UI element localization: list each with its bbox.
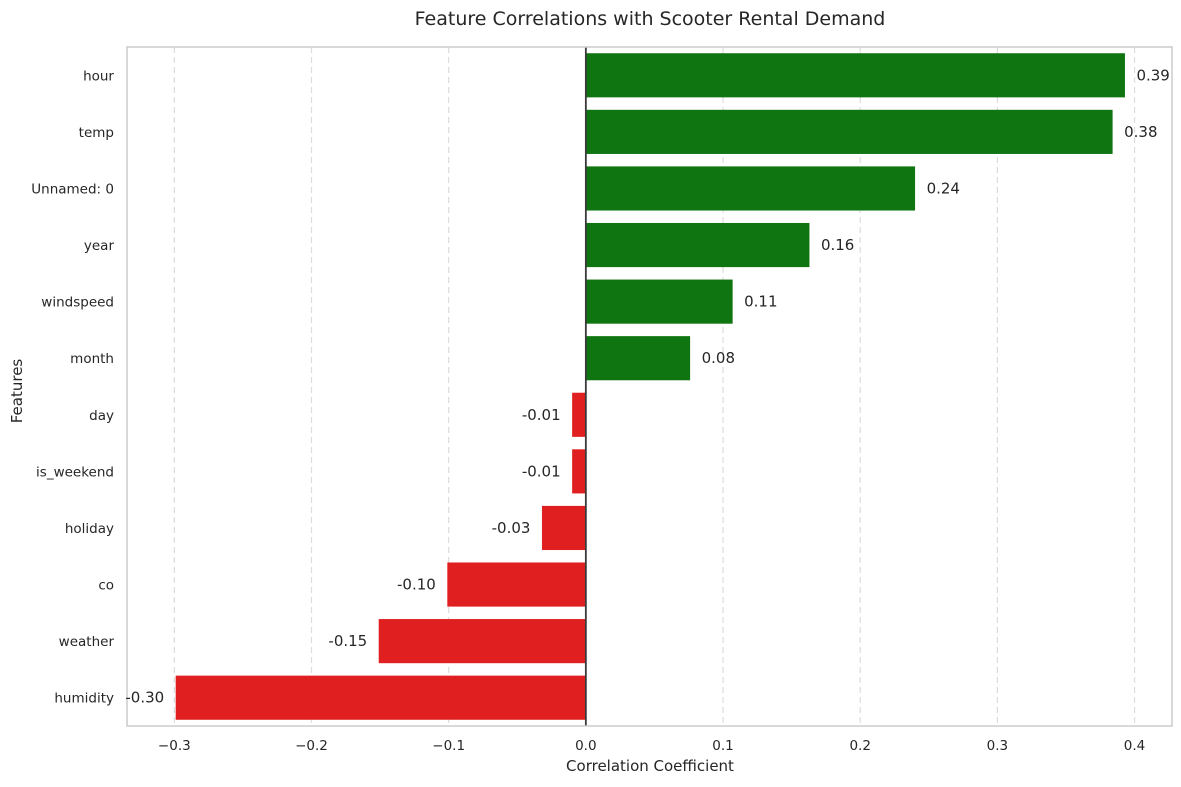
y-tick-label: windspeed [41, 295, 114, 311]
y-tick-label: holiday [65, 521, 114, 537]
x-tick-label: 0.0 [575, 738, 596, 754]
bar [378, 619, 586, 664]
x-tick-label: −0.3 [158, 738, 191, 754]
bar [572, 392, 586, 437]
bar [585, 279, 733, 324]
y-axis-ticks: hour temp Unnamed: 0 year windspeed month day i… [31, 68, 114, 706]
data-label: 0.38 [1124, 123, 1157, 141]
data-label: 0.11 [744, 293, 777, 311]
data-label: -0.03 [492, 519, 531, 537]
bar [447, 562, 586, 607]
y-tick-label: month [70, 351, 114, 367]
data-label: 0.08 [702, 349, 735, 367]
data-labels: 0.39 0.38 0.24 0.16 0.11 0.08 -0.01 -0.01 -0.03 -… [125, 66, 1169, 706]
bar [585, 53, 1125, 98]
bar [541, 505, 586, 551]
y-tick-label: is_weekend [36, 464, 114, 480]
data-label: 0.39 [1136, 66, 1169, 84]
chart-title: Feature Correlations with Scooter Rental… [415, 8, 886, 30]
x-axis-label: Correlation Coefficient [566, 757, 734, 775]
y-tick-label: day [89, 408, 114, 424]
y-tick-label: Unnamed: 0 [31, 181, 114, 197]
y-axis-label: Features [8, 359, 26, 424]
x-tick-label: 0.2 [849, 738, 870, 754]
bar [572, 449, 586, 494]
data-label: -0.15 [328, 632, 367, 650]
bar [585, 166, 916, 211]
bar [175, 675, 586, 720]
data-label: -0.30 [125, 689, 164, 707]
x-tick-label: −0.2 [295, 738, 328, 754]
y-tick-label: hour [83, 68, 114, 84]
x-tick-label: 0.4 [1124, 738, 1145, 754]
x-tick-label: −0.1 [432, 738, 465, 754]
y-tick-label: year [84, 238, 115, 254]
data-label: 0.24 [927, 179, 960, 197]
bars [175, 53, 1125, 720]
plot-frame [126, 46, 1173, 727]
y-tick-label: co [98, 578, 114, 594]
data-label: -0.01 [522, 462, 561, 480]
y-tick-label: weather [59, 634, 115, 650]
bar [585, 336, 691, 381]
plot-border [126, 46, 1173, 727]
y-tick-label: humidity [54, 691, 114, 707]
y-tick-label: temp [79, 125, 114, 141]
x-tick-label: 0.3 [987, 738, 1008, 754]
x-axis-ticks: −0.3 −0.2 −0.1 0.0 0.1 0.2 0.3 0.4 [158, 738, 1145, 754]
data-label: -0.01 [522, 406, 561, 424]
x-tick-label: 0.1 [712, 738, 733, 754]
bar [585, 109, 1113, 154]
data-label: -0.10 [397, 576, 436, 594]
data-label: 0.16 [821, 236, 854, 254]
bar [585, 222, 810, 268]
